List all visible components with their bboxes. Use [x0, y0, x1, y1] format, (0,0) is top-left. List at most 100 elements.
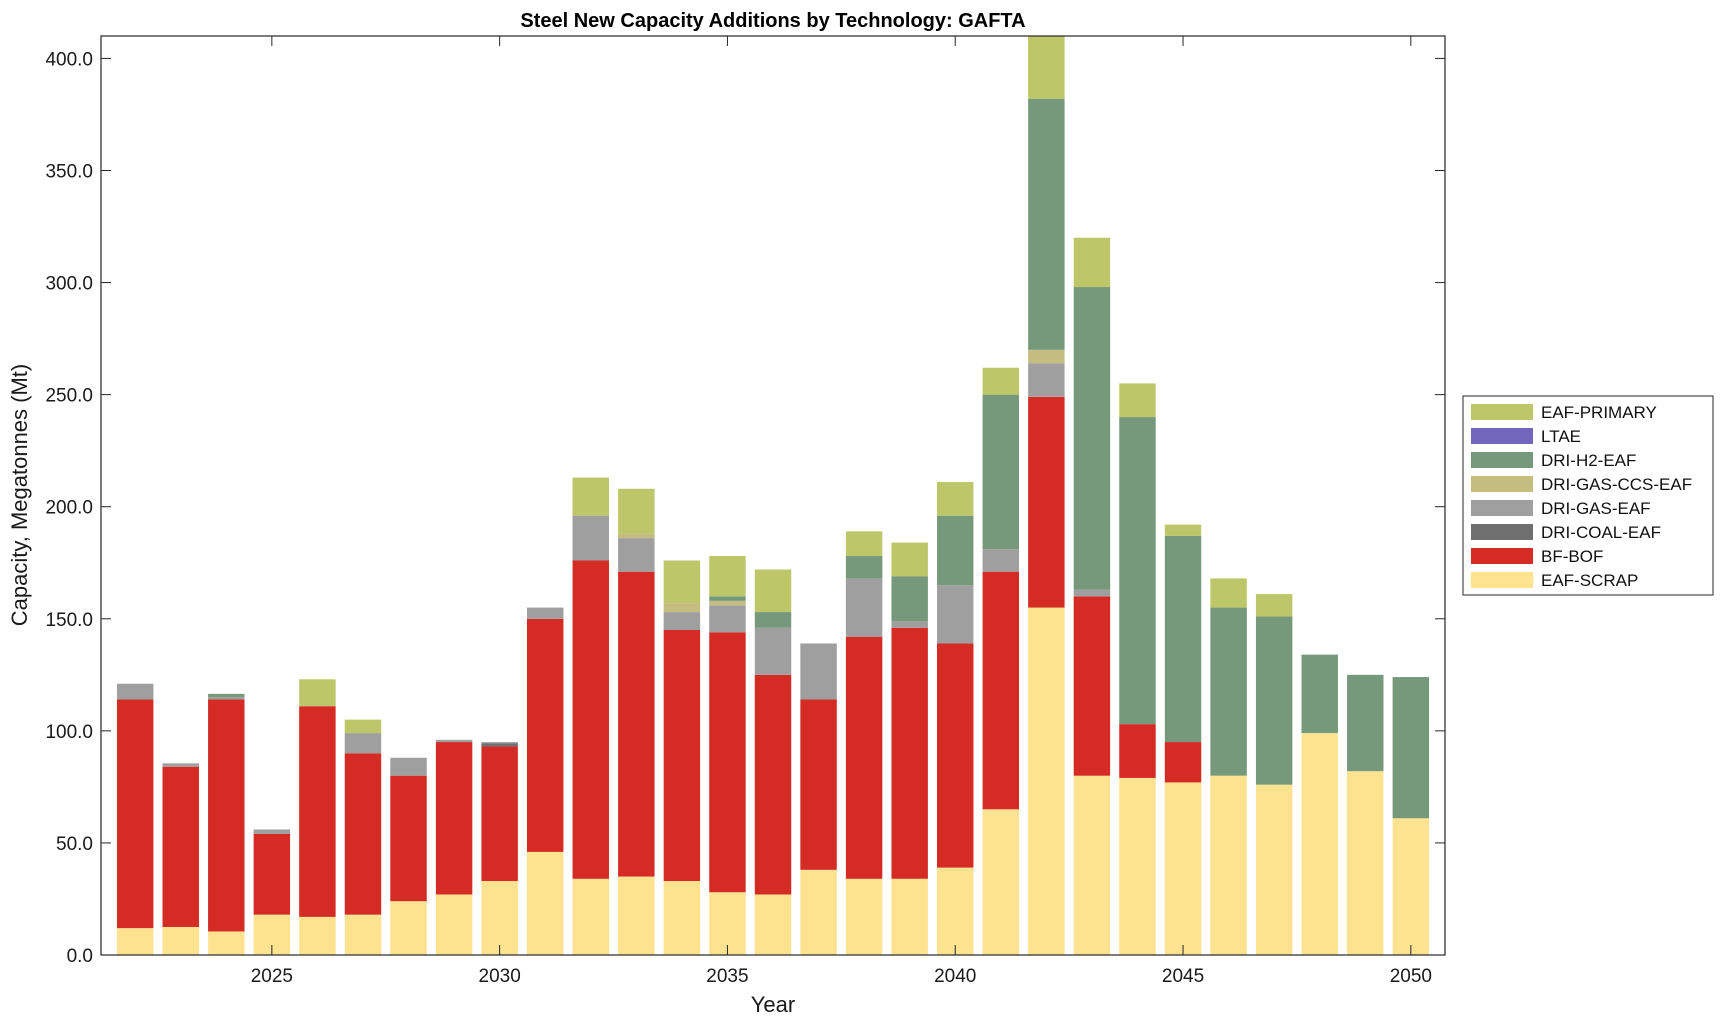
- bar-segment-bf-bof-2036: [754, 674, 792, 895]
- bar-segment-dri-gas-eaf-2037: [800, 643, 837, 700]
- bar-segment-eaf-scrap-2049: [1347, 771, 1384, 955]
- bar-segment-dri-gas-ccs-eaf-2033: [618, 533, 655, 539]
- bar-segment-dri-gas-ccs-eaf-2042: [1028, 349, 1065, 364]
- legend-swatch-eaf-scrap: [1471, 572, 1533, 588]
- bar-segment-dri-gas-eaf-2035: [709, 605, 746, 633]
- bar-segment-dri-gas-eaf-2029: [435, 739, 473, 743]
- bar-segment-eaf-primary-2046: [1210, 578, 1247, 608]
- bar-segment-eaf-scrap-2043: [1073, 775, 1111, 955]
- bar-segment-dri-gas-eaf-2030: [481, 742, 518, 744]
- bar-segment-dri-h2-eaf-2041: [982, 394, 1020, 550]
- x-tick-label: 2035: [706, 966, 748, 987]
- legend-label-eaf-primary: EAF-PRIMARY: [1541, 403, 1657, 422]
- legend-swatch-eaf-primary: [1471, 404, 1533, 420]
- x-tick-label: 2050: [1390, 966, 1432, 987]
- bar-segment-dri-h2-eaf-2050: [1392, 677, 1430, 819]
- bar-segment-bf-bof-2039: [891, 627, 928, 879]
- bar-segment-dri-gas-eaf-2023: [162, 763, 199, 767]
- bar-segment-bf-bof-2030: [481, 746, 518, 882]
- bar-segment-dri-gas-eaf-2039: [891, 621, 928, 628]
- bar-segment-dri-gas-eaf-2041: [982, 549, 1020, 572]
- bar-segment-dri-gas-eaf-2042: [1028, 363, 1065, 397]
- bar-segment-eaf-scrap-2046: [1210, 775, 1247, 955]
- bar-segment-bf-bof-2041: [982, 571, 1020, 810]
- bar-segment-eaf-primary-2047: [1255, 594, 1293, 617]
- legend-swatch-bf-bof: [1471, 548, 1533, 564]
- bar-segment-eaf-scrap-2030: [481, 881, 518, 955]
- bar-segment-eaf-scrap-2048: [1301, 733, 1338, 955]
- bar-segment-eaf-scrap-2029: [435, 894, 473, 955]
- bar-segment-dri-h2-eaf-2043: [1073, 287, 1111, 590]
- bar-segment-eaf-primary-2036: [754, 569, 792, 613]
- bar-segment-dri-gas-eaf-2034: [663, 612, 701, 630]
- bar-segment-dri-gas-eaf-2040: [937, 585, 974, 644]
- bar-segment-eaf-scrap-2047: [1255, 784, 1293, 955]
- chart-title: Steel New Capacity Additions by Technolo…: [520, 10, 1025, 32]
- bar-segment-bf-bof-2037: [800, 699, 837, 870]
- bar-segment-eaf-scrap-2050: [1392, 818, 1430, 955]
- legend-label-dri-coal-eaf: DRI-COAL-EAF: [1541, 523, 1661, 542]
- bar-segment-bf-bof-2042: [1028, 396, 1065, 608]
- bar-segment-eaf-scrap-2045: [1164, 782, 1202, 955]
- bar-segment-dri-gas-eaf-2022: [116, 683, 154, 700]
- y-tick-label: 300.0: [45, 274, 93, 295]
- bar-segment-dri-gas-ccs-eaf-2034: [663, 603, 701, 613]
- bar-segment-dri-gas-eaf-2032: [572, 515, 609, 561]
- legend-label-dri-gas-eaf: DRI-GAS-EAF: [1541, 499, 1651, 518]
- y-tick-label: 250.0: [45, 386, 93, 407]
- x-axis-label: Year: [751, 992, 795, 1017]
- legend-label-dri-h2-eaf: DRI-H2-EAF: [1541, 451, 1636, 470]
- legend-swatch-dri-gas-ccs-eaf: [1471, 476, 1533, 492]
- bar-segment-bf-bof-2026: [299, 706, 336, 917]
- bar-segment-dri-h2-eaf-2047: [1255, 616, 1293, 785]
- y-tick-label: 200.0: [45, 498, 93, 519]
- bar-segment-dri-h2-eaf-2035: [709, 596, 746, 601]
- bar-segment-dri-h2-eaf-2046: [1210, 607, 1247, 776]
- bar-segment-bf-bof-2022: [116, 699, 154, 929]
- bar-segment-bf-bof-2027: [344, 753, 382, 915]
- bar-segment-eaf-primary-2038: [845, 531, 883, 557]
- legend-swatch-dri-h2-eaf: [1471, 452, 1533, 468]
- legend-swatch-dri-coal-eaf: [1471, 524, 1533, 540]
- bar-segment-bf-bof-2044: [1119, 724, 1156, 778]
- bar-segment-eaf-scrap-2035: [709, 892, 746, 955]
- bar-segment-eaf-scrap-2027: [344, 914, 382, 955]
- legend-label-dri-gas-ccs-eaf: DRI-GAS-CCS-EAF: [1541, 475, 1692, 494]
- y-tick-label: 50.0: [56, 834, 93, 855]
- bar-segment-dri-h2-eaf-2044: [1119, 417, 1156, 725]
- bar-segment-eaf-scrap-2026: [299, 916, 336, 955]
- y-tick-label: 0.0: [67, 946, 93, 967]
- x-tick-label: 2030: [479, 966, 521, 987]
- bar-segment-bf-bof-2033: [618, 571, 655, 877]
- bar-segment-eaf-primary-2034: [663, 560, 701, 604]
- bar-segment-dri-gas-eaf-2033: [618, 538, 655, 572]
- bar-segment-dri-gas-eaf-2031: [526, 607, 564, 619]
- bar-segment-eaf-scrap-2032: [572, 878, 609, 955]
- bar-segment-dri-gas-eaf-2028: [390, 757, 427, 776]
- bar-segment-bf-bof-2034: [663, 629, 701, 882]
- bar-segment-eaf-primary-2044: [1119, 383, 1156, 418]
- legend-label-ltae: LTAE: [1541, 427, 1581, 446]
- bar-segment-bf-bof-2029: [435, 742, 473, 895]
- y-axis: 0.0 50.0 100.0 150.0 200.0 250.0 300.0 350.0 400…: [45, 49, 1445, 967]
- bar-segment-eaf-scrap-2041: [982, 809, 1020, 955]
- bar-segment-eaf-scrap-2023: [162, 926, 199, 955]
- x-tick-label: 2045: [1162, 966, 1204, 987]
- bar-segment-dri-gas-eaf-2036: [754, 627, 792, 675]
- bar-segment-dri-h2-eaf-2024: [208, 693, 245, 698]
- y-tick-label: 350.0: [45, 161, 93, 182]
- legend-swatch-dri-gas-eaf: [1471, 500, 1533, 516]
- bar-segment-dri-h2-eaf-2040: [937, 515, 974, 586]
- bar-segment-bf-bof-2028: [390, 775, 427, 902]
- bar-segment-dri-gas-eaf-2038: [845, 578, 883, 637]
- plot-frame: [100, 35, 1446, 956]
- bar-segment-bf-bof-2043: [1073, 596, 1111, 776]
- bar-segment-dri-gas-eaf-2043: [1073, 589, 1111, 597]
- bar-segment-eaf-primary-2032: [572, 477, 609, 516]
- y-tick-label: 400.0: [45, 49, 93, 70]
- legend-label-bf-bof: BF-BOF: [1541, 547, 1603, 566]
- legend: EAF-PRIMARY LTAE DRI-H2-EAF DRI-GAS-CCS-EAF…: [1462, 395, 1714, 596]
- bar-segment-eaf-scrap-2024: [208, 931, 245, 955]
- bar-segment-bf-bof-2024: [208, 699, 245, 932]
- bar-segment-eaf-primary-2027: [344, 719, 382, 734]
